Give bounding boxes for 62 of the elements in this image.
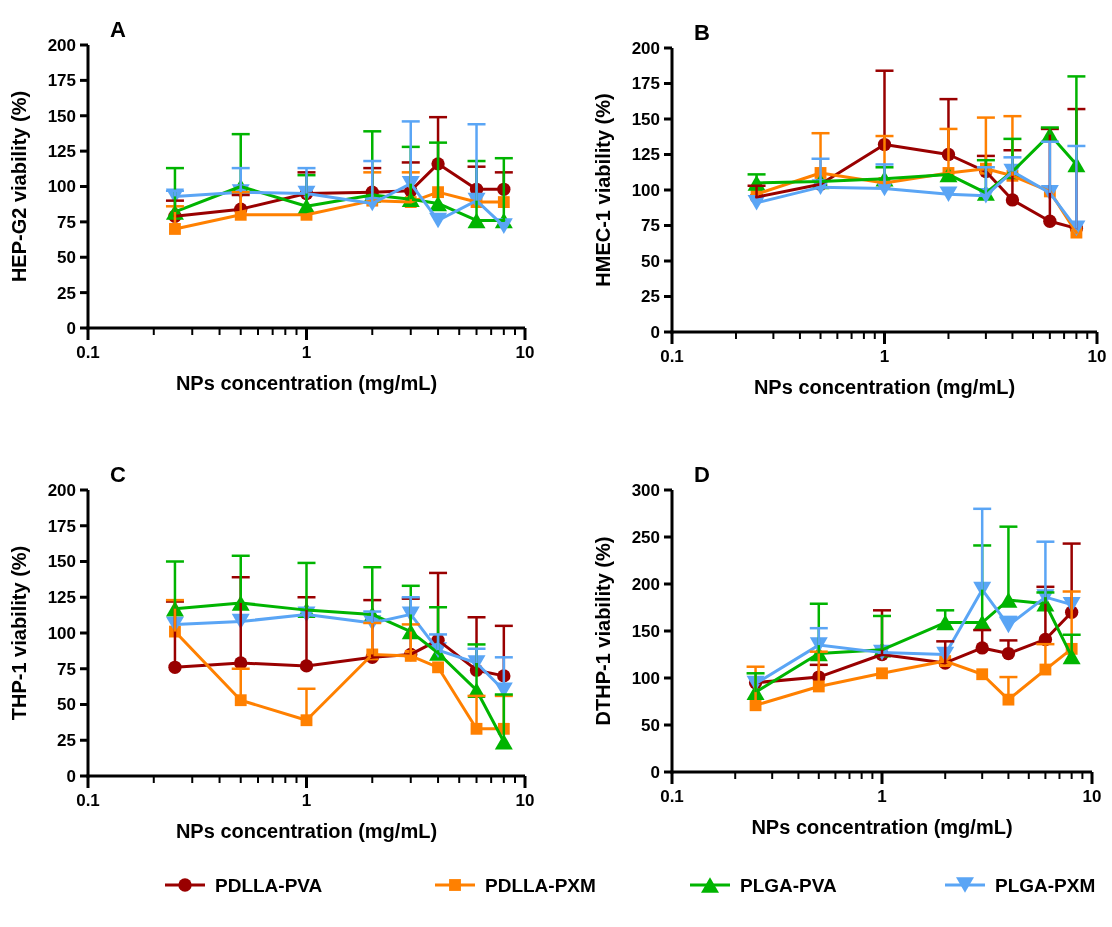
legend-label: PDLLA-PXM — [485, 874, 596, 896]
x-tick-label: 0.1 — [76, 791, 100, 810]
x-axis-title: NPs concentration (mg/mL) — [175, 372, 438, 394]
legend-label: PDLLA-PVA — [215, 874, 323, 896]
y-tick-label: 125 — [631, 145, 660, 165]
x-tick-label: 10 — [515, 343, 535, 362]
x-tick-label: 10 — [515, 791, 535, 810]
y-tick-label: 200 — [47, 35, 76, 55]
x-tick-label: 1 — [301, 791, 312, 810]
y-tick-label: 125 — [47, 142, 76, 162]
y-tick-label: 0 — [650, 762, 660, 782]
x-axis-title: NPs concentration (mg/mL) — [753, 376, 1016, 398]
y-tick-label: 100 — [47, 177, 76, 197]
y-tick-label: 25 — [57, 731, 76, 751]
y-tick-label: 0 — [66, 766, 76, 786]
y-tick-label: 175 — [631, 74, 660, 94]
y-tick-label: 50 — [57, 695, 76, 715]
y-axis-title: THP-1 viability (%) — [8, 545, 30, 721]
x-tick-label: 1 — [879, 347, 890, 366]
x-tick-label: 0.1 — [76, 343, 100, 362]
y-tick-label: 150 — [631, 109, 660, 129]
y-tick-label: 150 — [47, 106, 76, 126]
y-tick-label: 25 — [641, 287, 660, 307]
chart-title: A — [110, 17, 126, 42]
chart-title: D — [694, 462, 710, 487]
y-tick-label: 100 — [631, 668, 660, 688]
x-tick-label: 0.1 — [660, 347, 684, 366]
y-tick-label: 175 — [47, 71, 76, 91]
y-tick-label: 150 — [47, 552, 76, 572]
y-tick-label: 300 — [631, 480, 660, 500]
y-tick-label: 75 — [57, 212, 76, 232]
y-tick-label: 100 — [47, 623, 76, 643]
chart-title: B — [694, 20, 710, 45]
y-axis-title: HMEC-1 viability (%) — [592, 93, 614, 287]
y-tick-label: 200 — [631, 38, 660, 58]
y-tick-label: 200 — [631, 574, 660, 594]
y-tick-label: 0 — [66, 318, 76, 338]
y-tick-label: 75 — [641, 216, 660, 236]
legend-label: PLGA-PVA — [740, 874, 838, 896]
x-tick-label: 10 — [1087, 347, 1107, 366]
y-tick-label: 50 — [641, 251, 660, 271]
y-tick-label: 200 — [47, 480, 76, 500]
x-axis-title: NPs concentration (mg/mL) — [175, 820, 438, 842]
y-axis-title: DTHP-1 viability (%) — [592, 536, 614, 726]
y-tick-label: 25 — [57, 283, 76, 303]
x-tick-label: 1 — [301, 343, 312, 362]
x-tick-label: 10 — [1082, 787, 1102, 806]
legend-label: PLGA-PXM — [995, 874, 1096, 896]
chart-title: C — [110, 462, 126, 487]
y-tick-label: 125 — [47, 588, 76, 608]
x-tick-label: 0.1 — [660, 787, 684, 806]
y-tick-label: 75 — [57, 659, 76, 679]
y-axis-title: HEP-G2 viability (%) — [8, 90, 30, 283]
y-tick-label: 175 — [47, 516, 76, 536]
y-tick-label: 50 — [57, 248, 76, 268]
y-tick-label: 0 — [650, 322, 660, 342]
y-tick-label: 150 — [631, 621, 660, 641]
y-tick-label: 50 — [641, 715, 660, 735]
x-axis-title: NPs concentration (mg/mL) — [751, 816, 1013, 838]
y-tick-label: 100 — [631, 180, 660, 200]
y-tick-label: 250 — [631, 527, 660, 547]
x-tick-label: 1 — [877, 787, 887, 806]
